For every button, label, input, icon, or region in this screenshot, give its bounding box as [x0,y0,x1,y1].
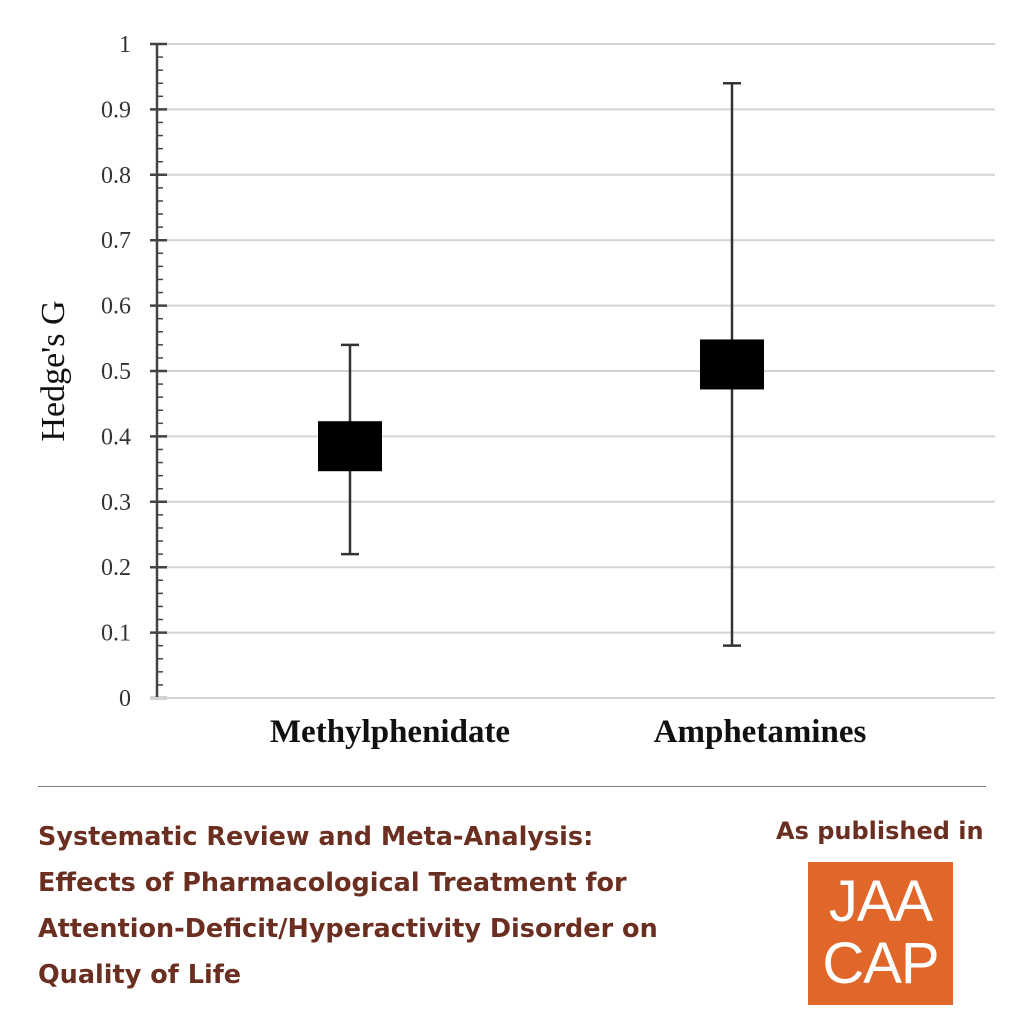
article-title: Systematic Review and Meta-Analysis: Eff… [38,814,778,998]
published-in-label: As published in [776,817,984,845]
y-tick-label: 0.5 [101,359,131,385]
y-tick-label: 0.8 [101,163,131,189]
article-title-line: Systematic Review and Meta-Analysis: [38,822,594,852]
y-tick-label: 0.7 [101,228,131,254]
journal-logo-line: CAP [822,931,939,996]
forest-chart: 0 0.1 0.2 0.3 0.4 0.5 0.6 0.7 0.8 0.9 1 Hedge's G Me… [35,32,995,750]
y-tick-label: 1 [119,32,131,58]
y-tick-label: 0.9 [101,97,131,123]
article-title-line: Effects of Pharmacological Treatment for [38,868,627,898]
article-title-line: Quality of Life [38,960,242,990]
point-estimate-marker [318,421,382,472]
y-tick-label: 0 [119,686,131,712]
journal-logo-line: JAA [828,869,933,934]
article-title-line: Attention-Deficit/Hyperactivity Disorder… [38,914,658,944]
y-tick-label: 0.3 [101,490,131,516]
y-tick-label: 0.6 [101,294,131,320]
x-category-label: Amphetamines [654,714,867,750]
footer-divider [38,786,986,787]
journal-logo: JAA CAP [808,862,953,1005]
x-category-label: Methylphenidate [270,714,510,750]
y-axis-title: Hedge's G [35,300,72,441]
point-estimate-marker [700,339,764,390]
y-tick-label: 0.1 [101,621,131,647]
y-tick-label: 0.4 [101,424,131,450]
y-tick-label: 0.2 [101,555,131,581]
